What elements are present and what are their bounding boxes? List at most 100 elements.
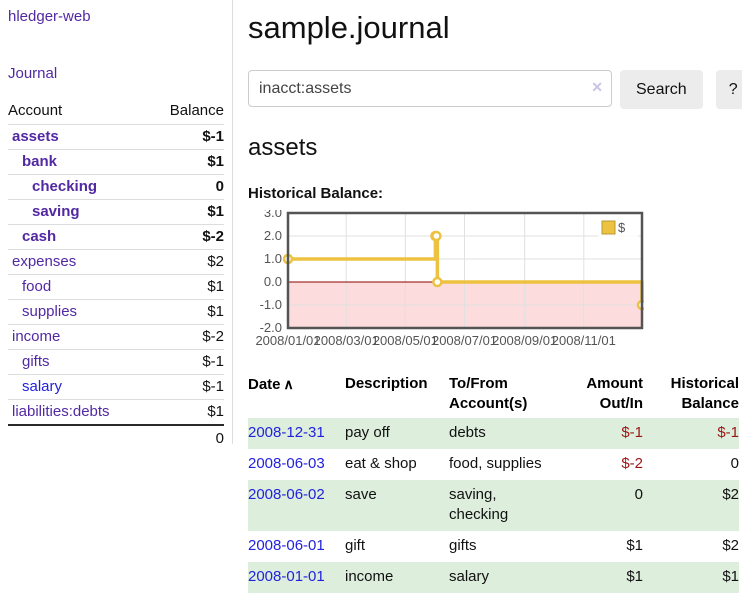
svg-text:2008/05/01: 2008/05/01 xyxy=(373,333,438,348)
sidebar-item-journal[interactable]: Journal xyxy=(8,65,58,82)
sidebar-account-link[interactable]: bank xyxy=(22,153,58,170)
search-button[interactable]: Search xyxy=(620,70,703,109)
register-balance-cell: $2 xyxy=(722,486,739,503)
sidebar-account-link[interactable]: liabilities:debts xyxy=(12,403,110,420)
register-header-date[interactable]: Date ∧ xyxy=(248,370,345,418)
account-name-cell: supplies xyxy=(8,299,149,325)
transaction-date-link[interactable]: 2008-12-31 xyxy=(248,424,325,441)
account-row: salary $-1 xyxy=(8,374,224,400)
sidebar-account-link[interactable]: assets xyxy=(12,128,59,145)
account-name-cell: salary xyxy=(8,374,149,400)
svg-text:2008/01/01: 2008/01/01 xyxy=(255,333,320,348)
account-row: income $-2 xyxy=(8,324,224,350)
account-row: expenses $2 xyxy=(8,249,224,275)
svg-text:$: $ xyxy=(618,220,626,235)
account-name-cell: assets xyxy=(8,124,149,150)
transaction-date-link[interactable]: 2008-06-02 xyxy=(248,486,325,503)
sidebar-account-link[interactable]: salary xyxy=(22,378,63,395)
register-header-row: Date ∧ Description To/From Account(s) Amo… xyxy=(248,370,739,418)
register-accounts-cell: food, supplies xyxy=(449,455,542,472)
svg-text:0.0: 0.0 xyxy=(264,274,282,289)
register-amount-cell: $1 xyxy=(626,568,643,585)
register-accounts-cell: salary xyxy=(449,568,490,585)
svg-text:2008/03/01: 2008/03/01 xyxy=(314,333,379,348)
main-content: sample.journal ✕ Search ? assets Histori… xyxy=(233,0,742,593)
register-balance-cell: 0 xyxy=(730,455,739,472)
svg-text:-1.0: -1.0 xyxy=(260,297,282,312)
sidebar-account-link[interactable]: cash xyxy=(22,228,57,245)
account-name-cell: food xyxy=(8,274,149,300)
account-balance: 0 xyxy=(148,174,224,200)
accounts-header-balance: Balance xyxy=(169,102,224,119)
register-description-cell: income xyxy=(345,568,394,585)
account-row: food $1 xyxy=(8,274,224,300)
app-title-link[interactable]: hledger-web xyxy=(8,8,91,25)
search-input[interactable] xyxy=(248,70,612,107)
page-title: sample.journal xyxy=(248,10,450,45)
sidebar-account-link[interactable]: gifts xyxy=(22,353,50,370)
register-accounts-cell: debts xyxy=(449,424,486,441)
sidebar-account-link[interactable]: food xyxy=(22,278,52,295)
chart-heading: Historical Balance: xyxy=(248,185,384,202)
account-row: supplies $1 xyxy=(8,299,224,325)
register-row: 2008-06-01 gift gifts $1 $2 xyxy=(248,531,739,562)
account-name-cell: gifts xyxy=(8,349,149,375)
register-header-description: Description xyxy=(345,375,428,392)
account-balance: $1 xyxy=(148,149,224,175)
historical-balance-chart[interactable]: $3.0 2.0 1.0 0.0 -1.0 -2.0 2008/01/01 2008/03/0… xyxy=(248,210,742,356)
register-balance-cell: $1 xyxy=(722,568,739,585)
register-date-cell: 2008-06-03 xyxy=(248,449,345,480)
account-balance: $1 xyxy=(148,299,224,325)
sort-asc-icon: ∧ xyxy=(283,376,294,392)
account-balance: $1 xyxy=(148,199,224,225)
svg-text:-2.0: -2.0 xyxy=(260,320,282,335)
register-description-cell: gift xyxy=(345,537,366,554)
account-row: bank $1 xyxy=(8,149,224,175)
account-row: saving $1 xyxy=(8,199,224,225)
register-amount-cell: 0 xyxy=(634,486,643,503)
register-accounts-cell: saving, checking xyxy=(449,486,509,523)
account-name-cell: checking xyxy=(8,174,149,200)
sidebar: hledger-web Journal Account Balance asse… xyxy=(0,0,233,451)
account-balance: $-1 xyxy=(148,374,224,400)
svg-text:2.0: 2.0 xyxy=(264,228,282,243)
sidebar-account-link[interactable]: supplies xyxy=(22,303,78,320)
register-header-balance: Historical Balance xyxy=(670,375,739,412)
account-row: cash $-2 xyxy=(8,224,224,250)
transaction-date-link[interactable]: 2008-06-01 xyxy=(248,537,325,554)
clear-search-icon[interactable]: ✕ xyxy=(591,79,603,95)
register-description-cell: eat & shop xyxy=(345,455,417,472)
help-button[interactable]: ? xyxy=(715,70,742,109)
sidebar-account-link[interactable]: income xyxy=(12,328,61,345)
account-name-cell: liabilities:debts xyxy=(8,399,149,425)
register-row: 2008-01-01 income salary $1 $1 xyxy=(248,562,739,593)
account-balance: $-2 xyxy=(148,224,224,250)
transaction-date-link[interactable]: 2008-06-03 xyxy=(248,455,325,472)
account-balance: $-2 xyxy=(148,324,224,350)
register-date-cell: 2008-12-31 xyxy=(248,418,345,449)
account-row: gifts $-1 xyxy=(8,349,224,375)
account-name-cell: bank xyxy=(8,149,149,175)
accounts-table: Account Balance assets $-1 bank $1 checking 0… xyxy=(8,98,224,451)
account-row: checking 0 xyxy=(8,174,224,200)
account-name-cell: income xyxy=(8,324,149,350)
account-row: assets $-1 xyxy=(8,124,224,150)
register-row: 2008-06-02 save saving, checking 0 $2 xyxy=(248,480,739,531)
account-name-cell: saving xyxy=(8,199,149,225)
register-date-cell: 2008-06-02 xyxy=(248,480,345,531)
sidebar-account-link[interactable]: saving xyxy=(32,203,80,220)
register-date-cell: 2008-01-01 xyxy=(248,562,345,593)
register-balance-cell: $2 xyxy=(722,537,739,554)
svg-text:3.0: 3.0 xyxy=(264,210,282,220)
account-name-cell: expenses xyxy=(8,249,149,275)
sidebar-account-link[interactable]: expenses xyxy=(12,253,77,270)
svg-text:2008/09/01: 2008/09/01 xyxy=(492,333,557,348)
transaction-date-link[interactable]: 2008-01-01 xyxy=(248,568,325,585)
sidebar-account-link[interactable]: checking xyxy=(32,178,98,195)
account-balance: $1 xyxy=(148,274,224,300)
search-input-wrap: ✕ xyxy=(248,70,612,109)
account-heading: assets xyxy=(248,134,318,161)
account-name-cell: cash xyxy=(8,224,149,250)
register-amount-cell: $-2 xyxy=(621,455,643,472)
account-balance: $-1 xyxy=(148,124,224,150)
